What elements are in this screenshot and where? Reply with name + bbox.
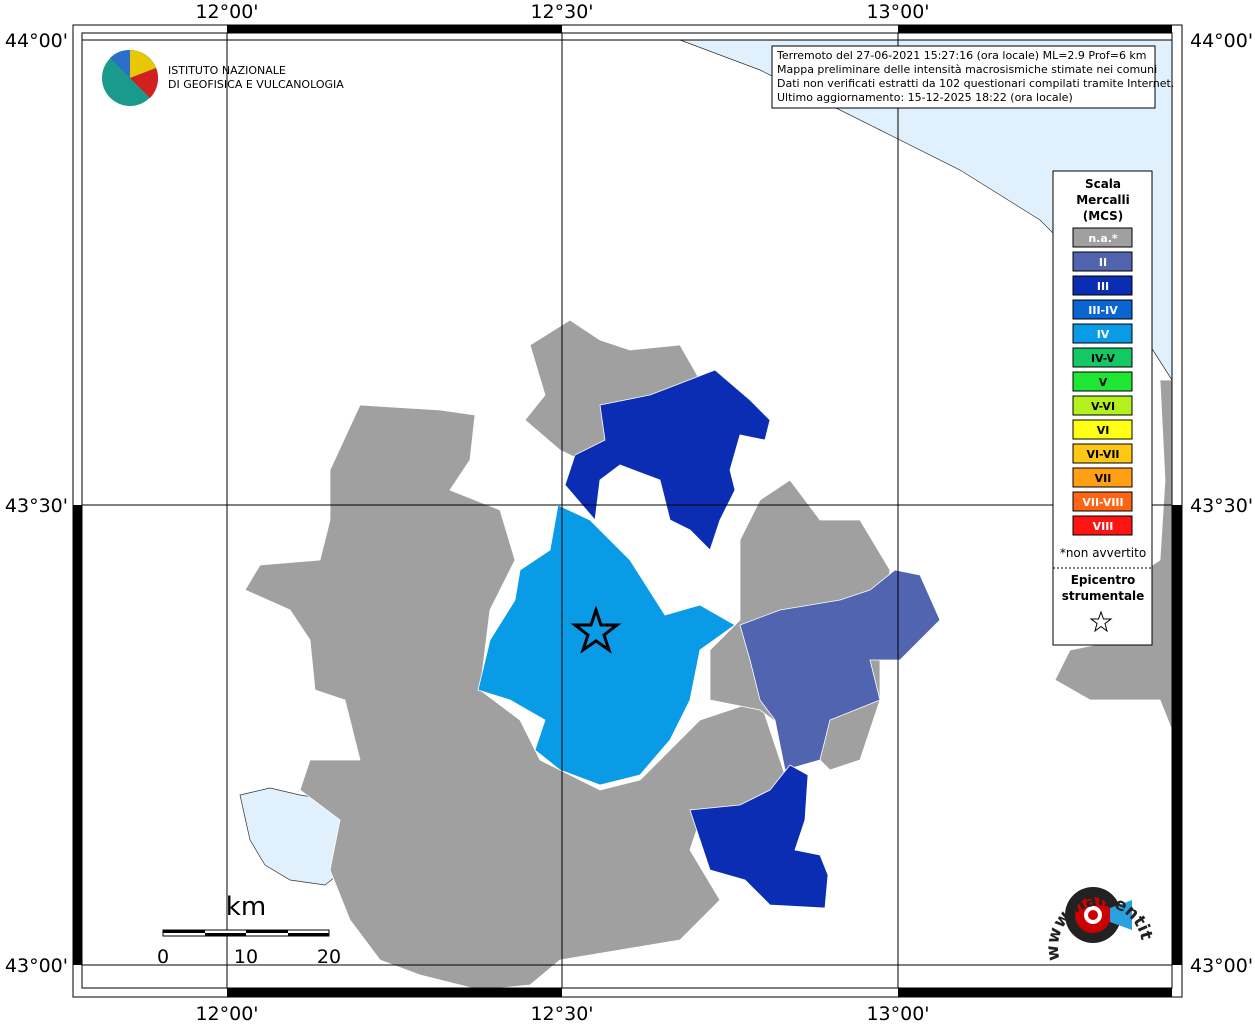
legend-swatch: [1072, 467, 1133, 488]
region: [244, 404, 791, 991]
legend-label: II: [1099, 256, 1107, 269]
lat-label: 43°00': [5, 955, 68, 977]
lon-label: 12°00': [195, 1003, 258, 1024]
lat-label: 44°00': [5, 30, 68, 52]
legend-title: Mercalli: [1076, 193, 1130, 207]
legend-label: V: [1099, 376, 1108, 389]
legend-label: III: [1097, 280, 1109, 293]
legend-label: IV-V: [1091, 352, 1116, 365]
legend-label: III-IV: [1088, 304, 1118, 317]
logo-text: DI GEOFISICA E VULCANOLOGIA: [168, 78, 344, 91]
legend-swatch: [1072, 227, 1133, 248]
legend-label: VI: [1097, 424, 1110, 437]
lon-label: 13°00': [866, 1003, 929, 1024]
legend-label: VII-VIII: [1082, 496, 1123, 509]
legend-swatch: [1072, 395, 1133, 416]
legend-epicentre: strumentale: [1062, 589, 1145, 603]
info-box: Terremoto del 27-06-2021 15:27:16 (ora l…: [771, 45, 1174, 109]
lat-label: 43°30': [1190, 495, 1253, 517]
graticule: [82, 33, 1172, 988]
legend-label: VII: [1095, 472, 1112, 485]
map-area: [82, 33, 1173, 991]
lon-label: 12°30': [530, 1, 593, 23]
frame: [72, 24, 1183, 998]
legend-swatch: [1072, 299, 1133, 320]
scale-label: 0: [157, 946, 169, 968]
legend-epicentre: Epicentro: [1071, 573, 1136, 587]
coordinate-labels: 12°00' 12°30' 13°00' 12°00' 12°30' 13°00…: [5, 1, 1253, 1024]
lat-label: 43°30': [5, 495, 68, 517]
legend-swatch: [1072, 323, 1133, 344]
legend-label: V-VI: [1091, 400, 1115, 413]
scale-label: 10: [234, 946, 258, 968]
legend-label: VI-VII: [1086, 448, 1119, 461]
legend-title: Scala: [1085, 177, 1121, 191]
scale-label: 20: [317, 946, 341, 968]
info-line: Dati non verificati estratti da 102 ques…: [777, 77, 1174, 90]
lon-label: 13°00': [866, 1, 929, 23]
info-line: Mappa preliminare delle intensità macros…: [777, 63, 1157, 76]
region-ii: [739, 569, 941, 771]
legend-swatch: [1072, 347, 1133, 368]
region-iii: [689, 764, 829, 909]
legend-swatch: [1072, 419, 1133, 440]
legend-swatch: [1072, 371, 1133, 392]
scale-unit: km: [226, 892, 266, 922]
legend-swatch: [1072, 515, 1133, 536]
scale-bar: km 0 10 20: [157, 892, 341, 968]
legend-note: *non avvertito: [1060, 546, 1146, 560]
legend-swatch: [1072, 251, 1133, 272]
lon-label: 12°00': [195, 1, 258, 23]
legend-label: n.a.*: [1088, 232, 1118, 245]
legend-title: (MCS): [1083, 209, 1124, 223]
legend: Scala Mercalli (MCS) *non avvertito Epic…: [1052, 170, 1153, 646]
legend-swatch: [1072, 491, 1133, 512]
legend-label: VIII: [1093, 520, 1114, 533]
lon-label: 12°30': [530, 1003, 593, 1024]
ingv-logo: ISTITUTO NAZIONALE DI GEOFISICA E VULCAN…: [102, 49, 344, 106]
info-line: Ultimo aggiornamento: 15-12-2025 18:22 (…: [777, 91, 1073, 104]
info-line: Terremoto del 27-06-2021 15:27:16 (ora l…: [776, 49, 1147, 62]
epicentre-star: [570, 605, 622, 654]
legend-swatch: [1072, 275, 1133, 296]
logo-text: ISTITUTO NAZIONALE: [168, 64, 286, 77]
lat-label: 44°00': [1190, 30, 1253, 52]
legend-swatch: [1072, 443, 1133, 464]
legend-label: IV: [1097, 328, 1110, 341]
lat-label: 43°00': [1190, 955, 1253, 977]
